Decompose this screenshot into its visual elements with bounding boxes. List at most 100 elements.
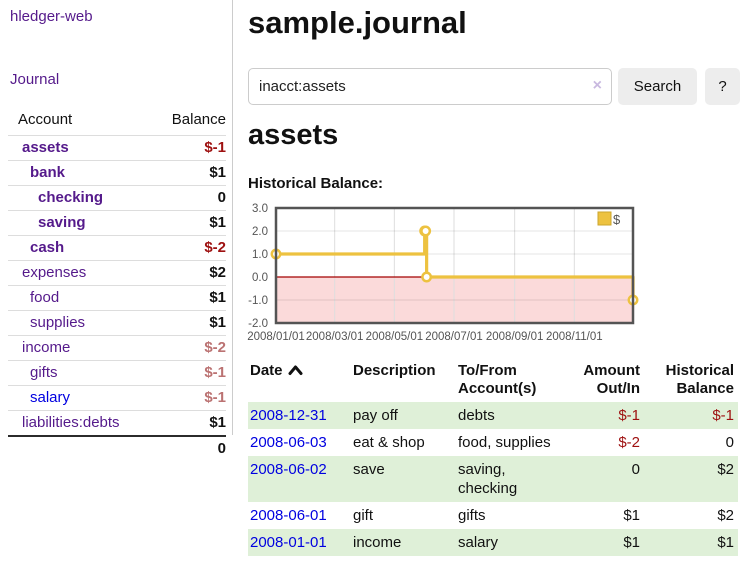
account-balance: $-2 — [146, 335, 226, 361]
register-accounts: gifts — [458, 507, 486, 524]
y-axis-tick-label: 3.0 — [252, 203, 268, 215]
account-row: bank $1 — [8, 160, 226, 186]
account-row: cash $-2 — [8, 235, 226, 261]
account-row: saving $1 — [8, 210, 226, 236]
sidebar-item-journal[interactable]: Journal — [10, 71, 60, 88]
clear-search-icon[interactable]: × — [592, 77, 602, 94]
account-balance: $-1 — [146, 135, 226, 161]
register-balance: 0 — [725, 434, 734, 451]
sidebar-account-link[interactable]: salary — [30, 389, 71, 406]
search-form: × Search ? — [248, 68, 740, 105]
account-row: gifts $-1 — [8, 360, 226, 386]
register-balance: $-1 — [648, 402, 738, 429]
register-balance: $2 — [717, 507, 734, 524]
register-col-amount: Amount Out/In — [583, 362, 640, 397]
sidebar-account-link[interactable]: cash — [30, 239, 65, 256]
accounts-table: Account Balance assets $-1 bank $1 checking 0… — [8, 108, 226, 461]
register-description: gift — [353, 507, 374, 524]
register-description: eat & shop — [353, 434, 425, 451]
help-button[interactable]: ? — [705, 68, 740, 105]
sidebar-account-link[interactable]: expenses — [22, 264, 87, 281]
x-axis-tick-label: 2008/07/01 — [425, 331, 483, 343]
x-axis-tick-label: 2008/03/01 — [306, 331, 364, 343]
register-date-link[interactable]: 2008-06-02 — [250, 461, 327, 478]
sidebar-account-link[interactable]: income — [22, 339, 71, 356]
register-col-date[interactable]: Date — [248, 360, 345, 402]
account-balance: 0 — [146, 185, 226, 211]
register-col-description: Description — [353, 362, 436, 379]
register-date-link[interactable]: 2008-12-31 — [250, 407, 327, 424]
accounts-col-account: Account — [18, 111, 73, 128]
register-amount: $-2 — [618, 434, 640, 451]
search-button[interactable]: Search — [618, 68, 697, 105]
accounts-header-row: Account Balance — [8, 108, 226, 136]
register-table: Date Description To/From Account(s) Amount Ou… — [248, 360, 738, 556]
register-row: 2008-06-01 gift gifts $1 $2 — [248, 502, 738, 529]
register-description: income — [345, 529, 450, 556]
account-page-title: assets — [248, 119, 339, 151]
register-accounts: debts — [450, 402, 562, 429]
y-axis-tick-label: -2.0 — [248, 318, 268, 330]
register-row: 2008-12-31 pay off debts $-1 $-1 — [248, 402, 738, 429]
register-row: 2008-01-01 income salary $1 $1 — [248, 529, 738, 556]
register-date-link[interactable]: 2008-06-01 — [250, 507, 327, 524]
accounts-total-row: 0 — [8, 435, 226, 461]
account-balance: $-1 — [146, 385, 226, 411]
accounts-col-balance: Balance — [171, 111, 226, 128]
register-accounts: food, supplies — [458, 434, 551, 451]
account-row: liabilities:debts $1 — [8, 410, 226, 436]
data-point-marker — [421, 271, 433, 283]
register-row: 2008-06-02 save saving, checking 0 $2 — [248, 456, 738, 502]
y-axis-tick-label: 0.0 — [252, 272, 268, 284]
y-axis-tick-label: 2.0 — [252, 226, 268, 238]
legend-swatch — [597, 211, 612, 226]
account-row: salary $-1 — [8, 385, 226, 411]
x-axis-tick-label: 2008/05/01 — [366, 331, 424, 343]
page-title: sample.journal — [248, 5, 467, 40]
sidebar-account-link[interactable]: food — [30, 289, 60, 306]
search-box: × — [248, 68, 612, 105]
account-balance: $1 — [146, 410, 226, 436]
x-axis-tick-label: 2008/11/01 — [546, 331, 603, 343]
account-balance: $-2 — [146, 235, 226, 261]
register-accounts: saving, checking — [450, 456, 562, 502]
account-row: supplies $1 — [8, 310, 226, 336]
x-axis-tick-label: 2008/09/01 — [486, 331, 544, 343]
sidebar-account-link[interactable]: assets — [22, 139, 69, 156]
register-date-link[interactable]: 2008-06-03 — [250, 434, 327, 451]
data-point-marker — [420, 225, 432, 237]
register-balance: $2 — [648, 456, 738, 502]
sidebar-account-link[interactable]: liabilities:debts — [22, 414, 120, 431]
register-amount: 0 — [562, 456, 648, 502]
account-row: income $-2 — [8, 335, 226, 361]
sort-chevron-up-icon — [288, 365, 303, 375]
register-accounts: salary — [450, 529, 562, 556]
spacer-cell — [8, 435, 147, 461]
sidebar-divider — [232, 0, 233, 435]
sidebar-account-link[interactable]: gifts — [30, 364, 58, 381]
y-axis-tick-label: 1.0 — [252, 249, 268, 261]
account-row: expenses $2 — [8, 260, 226, 286]
account-row: checking 0 — [8, 185, 226, 211]
register-col-historical: Historical Balance — [665, 362, 734, 397]
account-balance: $1 — [146, 210, 226, 236]
register-description: save — [345, 456, 450, 502]
chart-title: Historical Balance: — [248, 175, 384, 192]
sidebar-account-link[interactable]: saving — [38, 214, 86, 231]
search-input[interactable] — [248, 68, 612, 105]
y-axis-tick-label: -1.0 — [248, 295, 268, 307]
plot-border — [274, 206, 635, 325]
sidebar-account-link[interactable]: checking — [38, 189, 104, 206]
x-axis-tick-label: 2008/01/01 — [247, 331, 305, 343]
account-balance: $2 — [146, 260, 226, 286]
register-balance: $1 — [648, 529, 738, 556]
register-amount: $1 — [623, 507, 640, 524]
register-amount: $1 — [562, 529, 648, 556]
sidebar-account-link[interactable]: supplies — [30, 314, 86, 331]
register-date-link[interactable]: 2008-01-01 — [250, 534, 327, 551]
brand-link[interactable]: hledger-web — [10, 8, 93, 25]
sidebar-account-link[interactable]: bank — [30, 164, 66, 181]
register-col-to-from: To/From Account(s) — [458, 362, 537, 397]
